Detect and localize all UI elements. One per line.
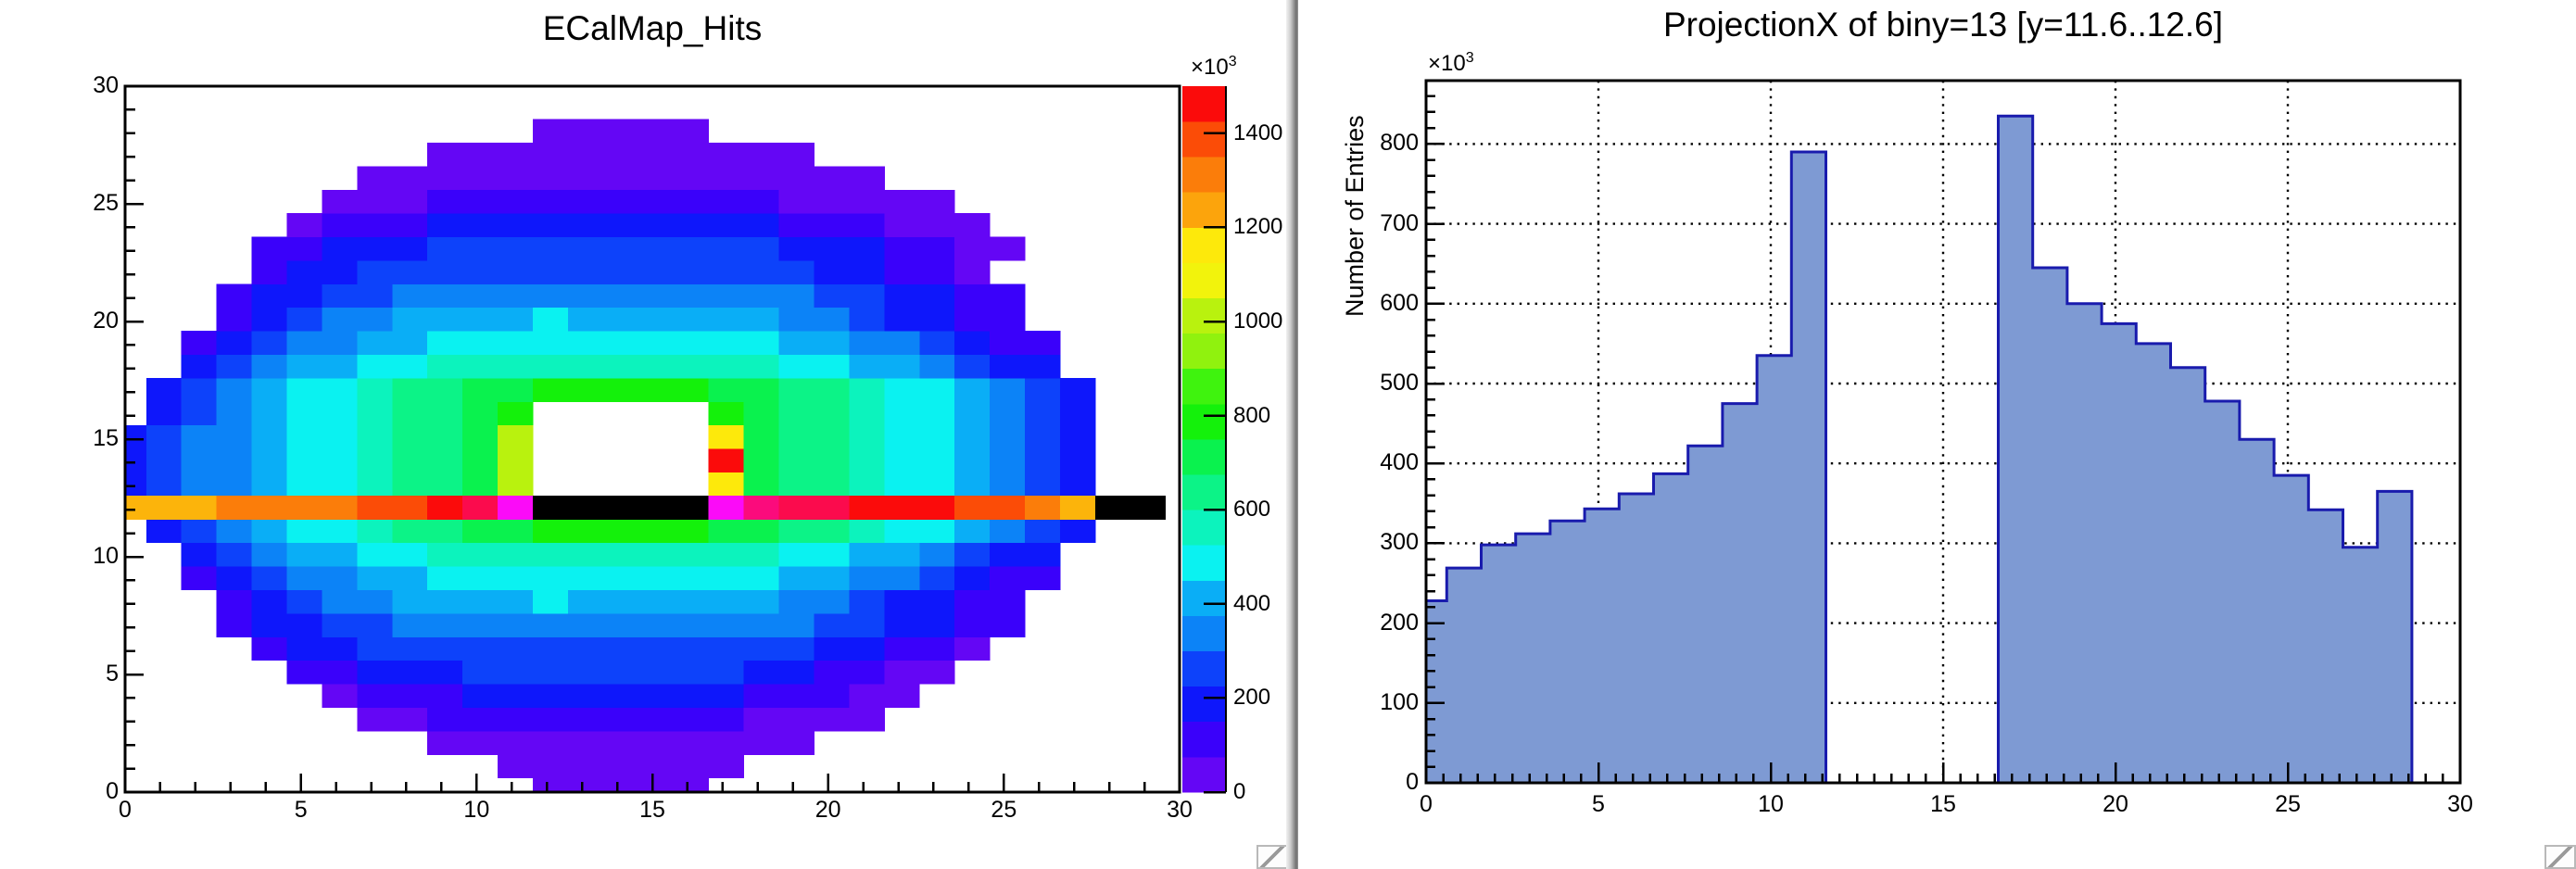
colorbar-tick-label: 800 [1233,402,1271,428]
pad-divider [1286,0,1298,869]
heatmap-x-tick-label: 30 [1167,797,1193,823]
colorbar-scale-label: ×103 [1191,54,1237,80]
axis-ticks [123,84,2462,794]
colorbar-tick-label: 600 [1233,497,1271,523]
hist-y-tick-label: 600 [1380,289,1419,316]
colorbar-tick-label: 200 [1233,685,1271,711]
heatmap-y-tick-label: 5 [106,661,119,686]
hist-y-tick-label: 0 [1406,769,1419,795]
hist-x-tick-label: 20 [2102,791,2128,817]
hist-x-tick-label: 15 [1930,791,1956,817]
heatmap-hot-row [125,495,1167,520]
hist-x-tick-label: 10 [1758,791,1784,817]
heatmap-x-tick-label: 15 [639,797,665,823]
heatmap-y-tick-label: 25 [93,190,119,216]
heatmap-y-tick-label: 20 [93,308,119,334]
heatmap-y-tick-label: 10 [93,543,119,569]
hist-y-tick-label: 300 [1380,529,1419,556]
colorbar-tick-label: 1000 [1233,309,1283,334]
colorbar-tick-label: 0 [1233,779,1246,804]
hist-y-tick-label: 100 [1380,688,1419,715]
colorbar [1182,86,1227,794]
hist-x-tick-label: 25 [2275,791,2301,817]
right-pad-resize-handle[interactable] [2544,845,2576,869]
heatmap-x-tick-label: 5 [294,797,308,823]
hist-y-tick-label: 500 [1380,370,1419,396]
hist-y-tick-label: 400 [1380,449,1419,476]
heatmap-y-tick-label: 15 [93,425,119,451]
colorbar-tick-label: 400 [1233,590,1271,616]
heatmap-x-tick-label: 0 [119,797,132,823]
hist-x-tick-label: 0 [1420,791,1433,817]
hist-y-tick-label: 700 [1380,209,1419,236]
projection-title: ProjectionX of biny=13 [y=11.6..12.6] [1662,6,2224,44]
heatmap-x-tick-label: 25 [991,797,1017,823]
histogram-series [1424,114,2414,785]
heatmap-y-tick-label: 0 [106,778,119,804]
heatmap-y-tick-label: 30 [93,72,119,98]
heatmap-title: ECalMap_Hits [542,9,763,47]
hist-y-tick-label: 800 [1380,130,1419,157]
colorbar-tick-label: 1400 [1233,120,1283,145]
hist-x-tick-label: 30 [2447,791,2473,817]
hist-y-tick-label: 200 [1380,609,1419,636]
hist-x-tick-label: 5 [1592,791,1605,817]
heatmap-x-tick-label: 10 [463,797,490,823]
left-pad-resize-handle[interactable] [1256,845,1288,869]
y-scale-label: ×103 [1428,50,1474,76]
heatmap-x-tick-label: 20 [814,797,841,823]
heatmap-cells [125,119,1096,793]
colorbar-tick-label: 1200 [1233,214,1283,240]
